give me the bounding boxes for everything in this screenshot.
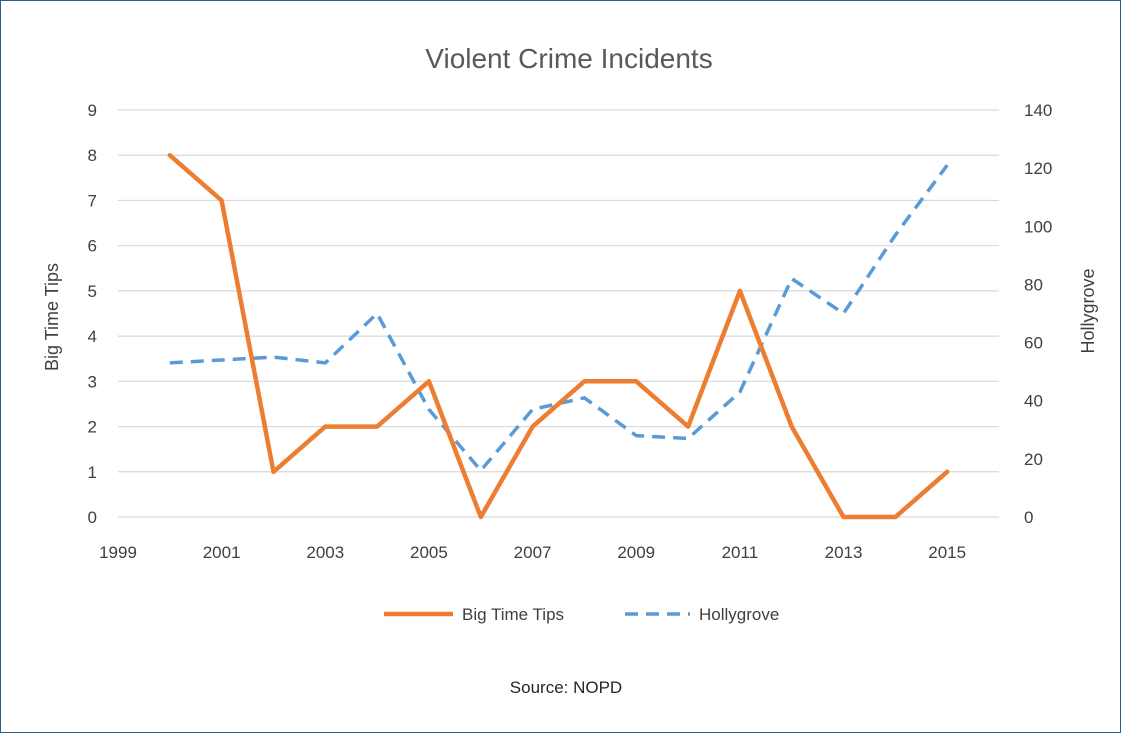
x-tick-label: 2009 (617, 543, 655, 562)
legend: Big Time Tips Hollygrove (384, 605, 779, 624)
right-axis-title: Hollygrove (1078, 268, 1098, 353)
right-tick-label: 120 (1024, 159, 1052, 178)
right-tick-label: 40 (1024, 392, 1043, 411)
right-tick-label: 20 (1024, 450, 1043, 469)
series-lines (167, 152, 950, 520)
left-tick-label: 5 (88, 282, 97, 301)
left-tick-label: 2 (88, 418, 97, 437)
x-tick-label: 2003 (306, 543, 344, 562)
gridlines (118, 109, 999, 518)
legend-label: Big Time Tips (462, 605, 564, 624)
series-line-hollygrove (169, 164, 949, 473)
x-tick-label: 2007 (514, 543, 552, 562)
source-note: Source: NOPD (510, 678, 622, 697)
right-tick-label: 0 (1024, 508, 1033, 527)
left-axis-ticks: 0 1 2 3 4 5 6 7 8 9 (88, 101, 97, 527)
left-tick-label: 8 (88, 146, 97, 165)
left-tick-label: 4 (88, 327, 97, 346)
x-tick-label: 2005 (410, 543, 448, 562)
x-tick-label: 2001 (203, 543, 241, 562)
x-tick-label: 2015 (928, 543, 966, 562)
x-tick-label: 1999 (99, 543, 137, 562)
x-axis-ticks: 1999 2001 2003 2005 2007 2009 2011 2013 2015 (99, 543, 966, 562)
left-tick-label: 9 (88, 101, 97, 120)
left-tick-label: 7 (88, 191, 97, 210)
right-tick-label: 60 (1024, 334, 1043, 353)
right-tick-label: 140 (1024, 101, 1052, 120)
legend-label: Hollygrove (699, 605, 779, 624)
chart-title: Violent Crime Incidents (425, 43, 712, 74)
right-axis-ticks: 0 20 40 60 80 100 120 140 (1024, 101, 1052, 527)
left-tick-label: 0 (88, 508, 97, 527)
left-tick-label: 6 (88, 237, 97, 256)
right-tick-label: 100 (1024, 217, 1052, 236)
left-tick-label: 1 (88, 463, 97, 482)
x-tick-label: 2013 (825, 543, 863, 562)
left-tick-label: 3 (88, 372, 97, 391)
series-line-big-time-tips (167, 152, 950, 520)
left-axis-title: Big Time Tips (42, 263, 62, 371)
right-tick-label: 80 (1024, 275, 1043, 294)
x-tick-label: 2011 (722, 543, 759, 562)
